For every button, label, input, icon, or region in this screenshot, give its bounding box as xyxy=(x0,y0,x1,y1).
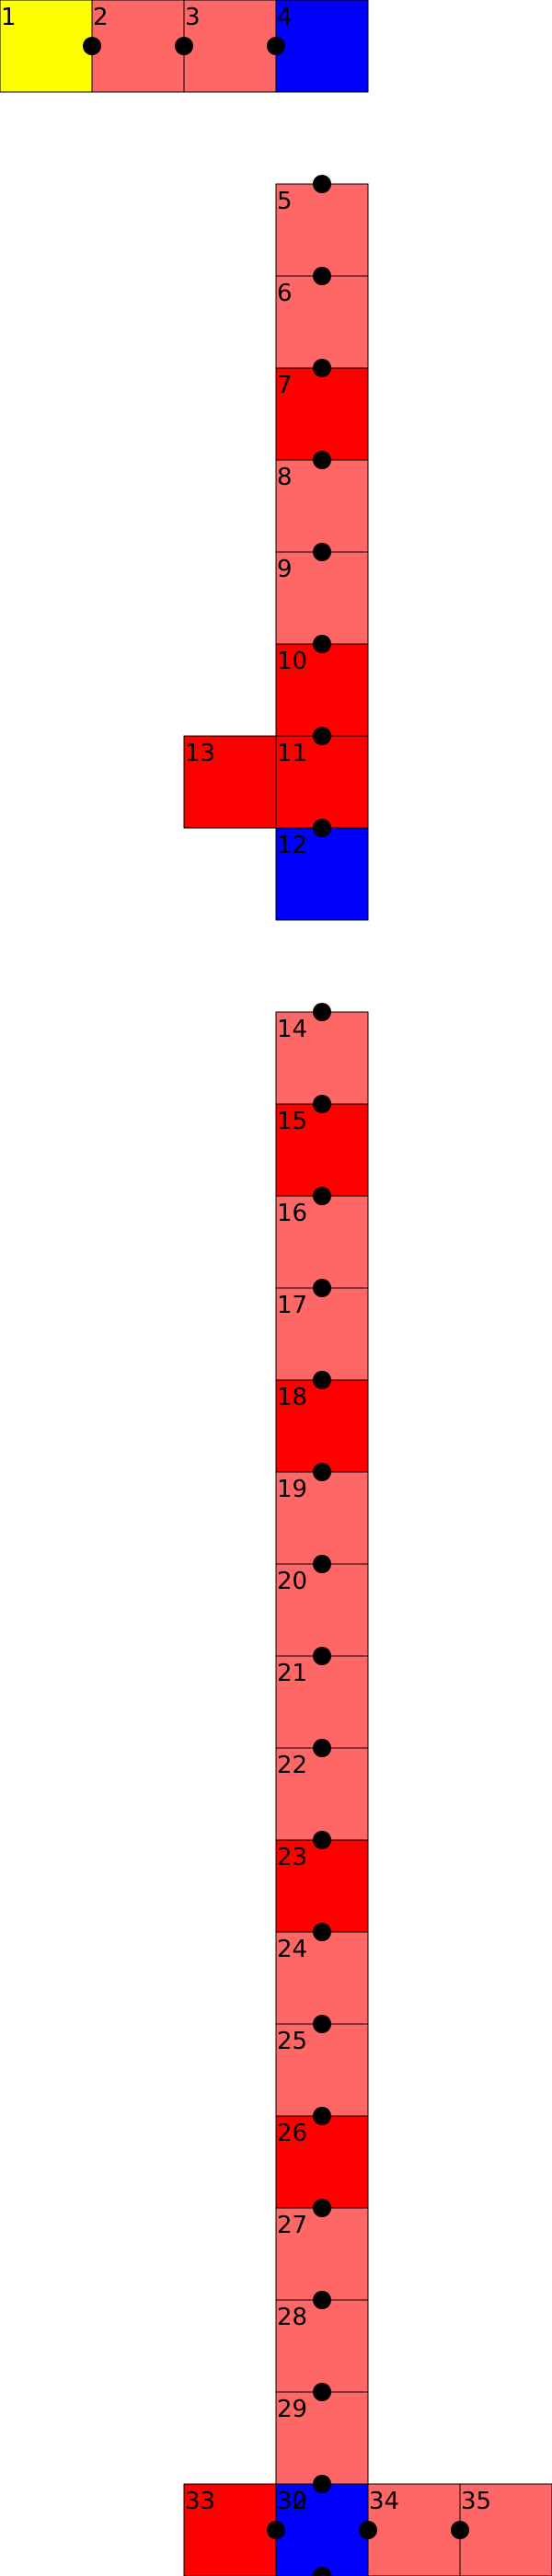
cell-label-21: 21 xyxy=(277,1660,307,1687)
connector-dot-32-33 xyxy=(267,2521,285,2539)
cell-label-23: 23 xyxy=(277,1844,307,1871)
cell-9 xyxy=(275,551,369,645)
connector-dot-12-14 xyxy=(313,1003,331,1021)
connector-dot-25-26 xyxy=(313,2107,331,2125)
connector-dot-23-24 xyxy=(313,1923,331,1941)
cell-16 xyxy=(275,1195,369,1289)
cell-label-3: 3 xyxy=(185,4,201,31)
cell-8 xyxy=(275,459,369,553)
cell-label-22: 22 xyxy=(277,1752,307,1779)
connector-dot-20-21 xyxy=(313,1647,331,1665)
connector-dot-3-4 xyxy=(267,37,285,55)
cell-label-20: 20 xyxy=(277,1568,307,1595)
cell-34 xyxy=(367,2483,461,2576)
cell-4 xyxy=(275,0,369,93)
cell-25 xyxy=(275,2023,369,2117)
cell-label-14: 14 xyxy=(277,1016,307,1043)
connector-dot-22-23 xyxy=(313,1831,331,1849)
cell-label-1: 1 xyxy=(1,4,17,31)
connector-dot-32-34 xyxy=(359,2521,377,2539)
connector-dot-9-10 xyxy=(313,635,331,653)
connector-dot-31-32 xyxy=(313,2567,331,2576)
cell-label-24: 24 xyxy=(277,1936,307,1963)
cell-label-7: 7 xyxy=(277,372,293,399)
cell-2 xyxy=(91,0,185,93)
connector-dot-15-16 xyxy=(313,1187,331,1205)
connectors-layer xyxy=(83,37,469,2576)
cell-24 xyxy=(275,1931,369,2025)
cell-23 xyxy=(275,1839,369,1933)
connector-dot-16-17 xyxy=(313,1279,331,1297)
connector-dot-21-22 xyxy=(313,1739,331,1757)
connector-dot-7-8 xyxy=(313,451,331,469)
cell-27 xyxy=(275,2207,369,2301)
cell-5 xyxy=(275,183,369,277)
cell-26 xyxy=(275,2115,369,2209)
connector-dot-1-2 xyxy=(83,37,101,55)
cell-label-34: 34 xyxy=(369,2488,399,2515)
cell-label-33: 33 xyxy=(185,2488,215,2515)
cell-1 xyxy=(0,0,93,93)
cell-label-13: 13 xyxy=(185,740,215,767)
cell-12 xyxy=(275,827,369,921)
cell-label-9: 9 xyxy=(277,556,293,583)
cell-18 xyxy=(275,1379,369,1473)
cell-label-17: 17 xyxy=(277,1292,307,1319)
cell-14 xyxy=(275,1011,369,1105)
connector-dot-24-25 xyxy=(313,2015,331,2033)
cell-33 xyxy=(183,2483,277,2576)
connector-dot-6-7 xyxy=(313,359,331,377)
cell-label-30: 30 xyxy=(277,2488,307,2515)
cell-label-18: 18 xyxy=(277,1384,307,1411)
labels-layer: 1 2 3 4567891011121314151617181920212223242… xyxy=(1,4,491,2515)
connector-dot-4-5 xyxy=(313,175,331,193)
connector-dot-28-29 xyxy=(313,2383,331,2401)
cell-label-26: 26 xyxy=(277,2120,307,2147)
cell-19 xyxy=(275,1471,369,1565)
connector-dot-2-3 xyxy=(175,37,193,55)
cell-label-11: 11 xyxy=(277,740,307,767)
cell-13 xyxy=(183,735,277,829)
connector-dot-8-9 xyxy=(313,543,331,561)
cell-label-28: 28 xyxy=(277,2304,307,2331)
connector-dot-29-30 xyxy=(313,2475,331,2493)
cell-15 xyxy=(275,1103,369,1197)
cell-label-32: 32 xyxy=(277,2488,307,2515)
cell-label-25: 25 xyxy=(277,2028,307,2055)
connector-dot-27-28 xyxy=(313,2291,331,2309)
cell-label-4: 4 xyxy=(277,4,293,31)
connector-dot-17-18 xyxy=(313,1371,331,1389)
connector-dot-5-6 xyxy=(313,267,331,285)
cell-label-5: 5 xyxy=(277,188,293,215)
cell-label-6: 6 xyxy=(277,280,293,307)
cell-label-8: 8 xyxy=(277,464,293,491)
cell-10 xyxy=(275,643,369,737)
connector-dot-34-35 xyxy=(451,2521,469,2539)
connector-dot-18-19 xyxy=(313,1463,331,1481)
connector-dot-19-20 xyxy=(313,1555,331,1573)
cell-7 xyxy=(275,367,369,461)
cell-20 xyxy=(275,1563,369,1657)
connector-dot-26-27 xyxy=(313,2199,331,2217)
cell-label-19: 19 xyxy=(277,1476,307,1503)
cell-label-27: 27 xyxy=(277,2212,307,2239)
cell-label-12: 12 xyxy=(277,832,307,859)
connector-dot-14-15 xyxy=(313,1095,331,1113)
cell-label-16: 16 xyxy=(277,1200,307,1227)
cell-17 xyxy=(275,1287,369,1381)
cell-label-10: 10 xyxy=(277,648,307,675)
cell-label-15: 15 xyxy=(277,1108,307,1135)
cell-label-2: 2 xyxy=(93,4,109,31)
connector-dot-12-13 xyxy=(313,819,331,837)
cell-21 xyxy=(275,1655,369,1749)
cell-label-35: 35 xyxy=(461,2488,491,2515)
cell-label-29: 29 xyxy=(277,2396,307,2423)
cell-6 xyxy=(275,275,369,369)
connector-dot-10-11 xyxy=(313,727,331,745)
cell-22 xyxy=(275,1747,369,1841)
